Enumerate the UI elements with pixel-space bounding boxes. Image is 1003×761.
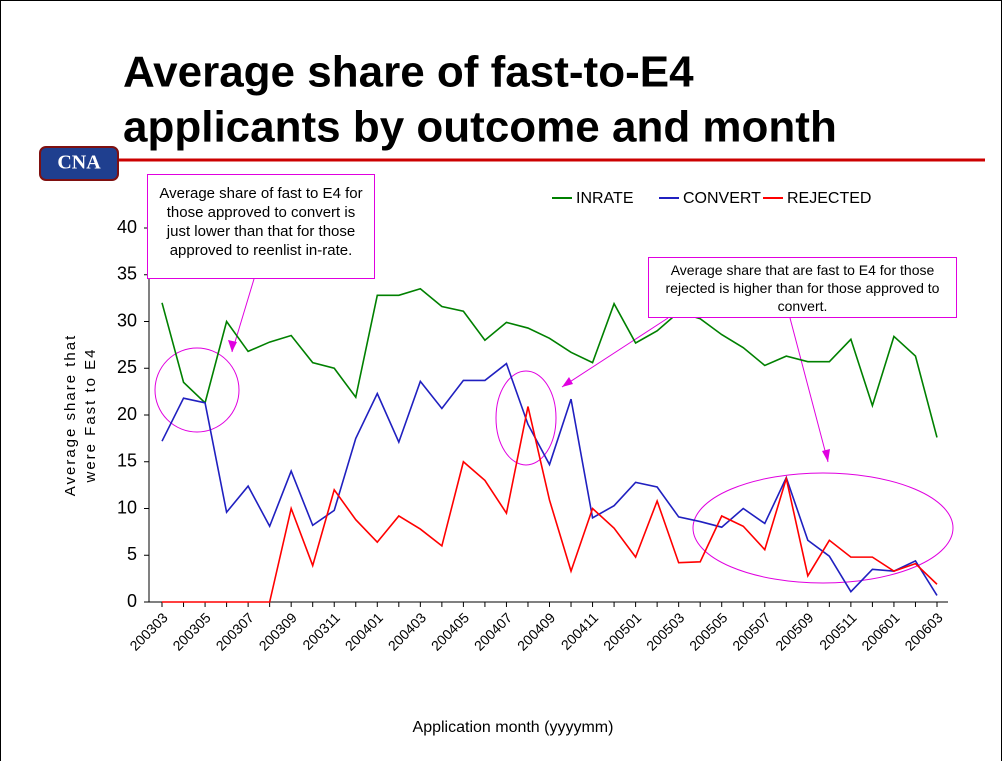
annotation: Average share that are fast to E4 for th… xyxy=(648,257,957,318)
highlight-ellipse xyxy=(692,472,954,584)
x-tick-group: 200309 xyxy=(256,609,300,653)
arrow xyxy=(561,317,669,388)
series-line xyxy=(161,362,938,596)
x-tick-group: 200305 xyxy=(169,609,213,653)
highlight-ellipse xyxy=(495,370,557,466)
arrow xyxy=(789,317,829,463)
logo: CNA xyxy=(57,152,101,174)
x-tick-group: 200303 xyxy=(126,609,170,653)
y-tick-label: 20 xyxy=(117,404,137,424)
x-axis-label: Application month (yyyymm) xyxy=(413,719,614,736)
legend-label: INRATE xyxy=(576,190,633,207)
chart-title: Average share of fast-to-E4 xyxy=(123,48,694,97)
arrow xyxy=(231,278,255,353)
chart-title: applicants by outcome and month xyxy=(123,103,837,152)
x-tick-label: 200403 xyxy=(385,609,429,653)
x-tick-label: 200401 xyxy=(342,609,386,653)
x-tick-label: 200307 xyxy=(213,609,257,653)
x-tick-group: 200507 xyxy=(729,609,773,653)
logo-box xyxy=(39,146,119,181)
legend-label: CONVERT xyxy=(683,190,761,207)
x-tick-label: 200603 xyxy=(901,609,945,653)
x-tick-label: 200305 xyxy=(169,609,213,653)
x-tick-label: 200509 xyxy=(772,609,816,653)
x-tick-group: 200405 xyxy=(428,609,472,653)
x-tick-label: 200309 xyxy=(256,609,300,653)
y-tick-label: 15 xyxy=(117,451,137,471)
x-tick-group: 200505 xyxy=(686,609,730,653)
x-tick-label: 200511 xyxy=(816,609,860,653)
y-tick-label: 35 xyxy=(117,264,137,284)
x-tick-label: 200407 xyxy=(471,609,515,653)
arrow-head xyxy=(562,377,573,387)
y-tick-label: 0 xyxy=(127,591,137,611)
x-tick-label: 200405 xyxy=(428,609,472,653)
x-tick-group: 200501 xyxy=(600,609,644,653)
x-tick-group: 200509 xyxy=(772,609,816,653)
annotation: Average share of fast to E4 for those ap… xyxy=(147,174,375,279)
x-tick-label: 200507 xyxy=(729,609,773,653)
x-tick-label: 200503 xyxy=(643,609,687,653)
arrow-head xyxy=(228,340,237,352)
x-tick-group: 200307 xyxy=(213,609,257,653)
y-tick-label: 10 xyxy=(117,497,137,517)
x-tick-group: 200407 xyxy=(471,609,515,653)
x-tick-group: 200503 xyxy=(643,609,687,653)
x-tick-group: 200603 xyxy=(901,609,945,653)
arrow-head xyxy=(822,449,830,462)
x-tick-label: 200501 xyxy=(600,609,644,653)
x-tick-group: 200511 xyxy=(816,609,860,653)
x-tick-group: 200403 xyxy=(385,609,429,653)
x-tick-label: 200303 xyxy=(126,609,170,653)
x-tick-group: 200401 xyxy=(342,609,386,653)
y-tick-label: 5 xyxy=(127,544,137,564)
x-tick-label: 200411 xyxy=(558,609,602,653)
y-tick-label: 25 xyxy=(117,357,137,377)
legend-label: REJECTED xyxy=(787,190,871,207)
x-tick-group: 200409 xyxy=(514,609,558,653)
series-line xyxy=(161,287,938,438)
x-tick-label: 200601 xyxy=(858,609,902,653)
x-tick-label: 200311 xyxy=(299,609,343,653)
y-axis-label: Average share that xyxy=(62,334,79,496)
highlight-ellipse xyxy=(154,347,240,433)
x-tick-group: 200411 xyxy=(558,609,602,653)
y-axis-label: were Fast to E4 xyxy=(82,347,99,483)
x-tick-group: 200601 xyxy=(858,609,902,653)
x-tick-label: 200505 xyxy=(686,609,730,653)
x-tick-group: 200311 xyxy=(299,609,343,653)
y-tick-label: 30 xyxy=(117,310,137,330)
series-line xyxy=(162,406,938,603)
y-tick-label: 40 xyxy=(117,217,137,237)
x-tick-label: 200409 xyxy=(514,609,558,653)
